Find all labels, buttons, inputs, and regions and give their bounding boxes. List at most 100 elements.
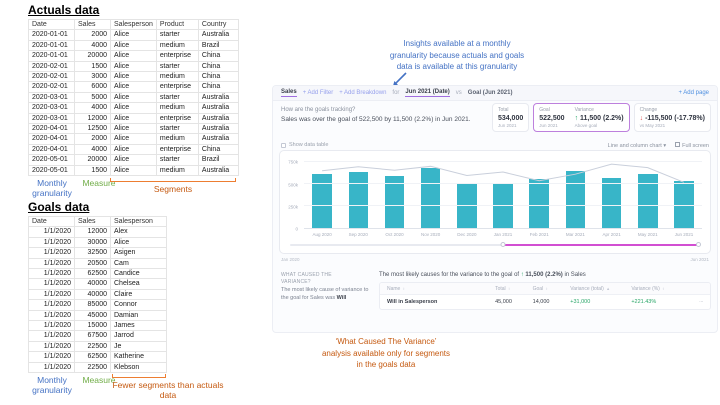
table-cell: Alice [110, 112, 157, 125]
x-axis-label: Sep 2020 [348, 232, 368, 237]
goal-filter[interactable]: Goal (Jun 2021) [467, 90, 513, 96]
full-screen-button[interactable]: Full screen [675, 142, 709, 149]
chart-bar[interactable] [638, 174, 658, 228]
vtable-column-header[interactable]: Variance (total) ▲ [570, 286, 631, 292]
bar-slot [340, 158, 376, 228]
row-menu-button[interactable]: ··· [699, 299, 704, 305]
table-row: 1/1/2020 20500 Cam [28, 257, 167, 270]
table-row[interactable]: Will in Salesperson 45,000 14,000 +31,00… [380, 295, 710, 309]
title-text: in Sales [564, 272, 586, 278]
kpi-label: Goal [539, 107, 550, 113]
bar-slot [304, 158, 340, 228]
table-cell: 62500 [74, 268, 111, 280]
kpi-card-change[interactable]: Change ↓ -115,500 (-17.78%) vs May 2021 [633, 103, 711, 132]
table-cell: 2020-05-01 [28, 164, 75, 177]
caption-text: The most likely cause of variance to the… [281, 287, 369, 301]
table-cell: 1/1/2020 [28, 278, 75, 290]
chart-bar[interactable] [420, 168, 441, 228]
table-cell: China [197, 81, 239, 93]
kpi-value: 534,000 [497, 114, 524, 122]
vtable-header-row: Name ↕ Total ↕ Goal ↕ Variance (total) ▲ Var… [380, 283, 710, 295]
slider-handle-end[interactable] [696, 242, 701, 247]
sort-icon: ▲ [606, 285, 611, 291]
table-cell: 12500 [74, 123, 111, 135]
kpi-card-goal-variance[interactable]: Goal 522,500 Jun 2021 Variance ↑ 11,500 … [533, 103, 630, 132]
chart-bar[interactable] [674, 181, 694, 228]
slider-handle-start[interactable] [500, 242, 506, 247]
actuals-measure-label: Measure [82, 178, 116, 188]
table-cell: enterprise [155, 143, 199, 156]
kpi-value: ↑ 11,500 (2.2%) [575, 115, 624, 122]
chart-bar[interactable] [312, 173, 332, 228]
table-cell: 4000 [74, 102, 111, 114]
table-cell: China [197, 143, 239, 156]
kpi-card-total[interactable]: Total 534,000 Jun 2021 [491, 103, 530, 132]
table-cell: Australia [197, 91, 239, 104]
add-filter-button[interactable]: + Add Filter [302, 90, 334, 96]
table-row: 1/1/2020 30000 Alice [28, 236, 167, 249]
add-breakdown-button[interactable]: + Add Breakdown [339, 90, 387, 96]
add-page-button[interactable]: + Add page [678, 90, 709, 96]
table-cell: 45000 [74, 309, 111, 322]
table-cell: 1/1/2020 [28, 236, 75, 249]
timeline-slider[interactable] [290, 242, 701, 247]
table-cell: 40000 [74, 288, 111, 301]
table-cell: Australia [197, 164, 239, 177]
table-row: 2020-01-01 4000 Alice medium Brazil [28, 39, 239, 52]
chevron-down-icon: ▾ [663, 142, 667, 149]
table-cell: James [110, 320, 167, 332]
table-cell: Alice [110, 39, 157, 52]
title-text: The most likely causes for the variance … [379, 272, 520, 278]
vtable-column-header[interactable]: Name ↕ [387, 286, 495, 292]
table-cell: 1/1/2020 [28, 299, 75, 311]
table-cell: starter [155, 29, 199, 41]
dashboard-header: Sales + Add Filter + Add Breakdown for J… [273, 86, 717, 101]
table-row: 1/1/2020 45000 Damian [28, 309, 167, 322]
vtable-column-header[interactable]: Goal ↕ [533, 286, 571, 292]
period-filter[interactable]: Jun 2021 (Date) [405, 89, 450, 97]
full-screen-label: Full screen [682, 143, 709, 149]
table-cell: 12000 [74, 226, 111, 238]
table-cell: medium [155, 39, 199, 52]
variance-section-caption: The most likely cause of variance to the… [281, 286, 369, 302]
checkbox-icon[interactable] [281, 142, 286, 148]
table-row: 2020-02-01 1500 Alice starter China [28, 60, 239, 73]
chart-bar[interactable] [565, 171, 586, 228]
goal-line-series [304, 158, 702, 228]
table-cell: 1/1/2020 [28, 361, 75, 374]
table-cell: Alice [110, 29, 157, 41]
vtable-column-header[interactable]: Total ↕ [495, 286, 533, 292]
table-cell: 2020-05-01 [28, 154, 75, 166]
x-axis-label: Mar 2021 [565, 232, 585, 237]
slider-selected-range[interactable] [503, 244, 700, 246]
goals-tracking-summary: Sales was over the goal of 522,500 by 11… [281, 116, 471, 123]
table-cell: 40000 [74, 278, 111, 290]
chart-card: 0 250k 500k 750k Aug 2020 Sep 2020 Oct 2020 No… [279, 150, 711, 254]
annotation-line: data is available at this granularity [396, 62, 518, 71]
goals-segments-label: Fewer segments than actuals data [112, 380, 224, 400]
table-cell: 20500 [74, 257, 111, 270]
chart-bar[interactable] [601, 177, 622, 228]
actuals-segments-label: Segments [153, 184, 193, 194]
table-cell: Alice [110, 123, 157, 135]
table-cell: Alice [110, 91, 157, 104]
chart-bar[interactable] [529, 179, 549, 228]
chart-bar[interactable] [348, 172, 369, 228]
table-cell: 67500 [74, 330, 111, 342]
table-cell: Australia [197, 29, 239, 41]
table-row: 2020-02-01 6000 Alice enterprise China [28, 81, 239, 93]
table-cell: Brazil [197, 154, 239, 166]
goals-tracking-question: How are the goals tracking? [281, 107, 356, 113]
table-cell: Connor [110, 299, 167, 311]
chart-bar[interactable] [384, 175, 405, 228]
vtable-column-header[interactable]: Variance (%) ↕ [631, 286, 683, 292]
kpi-value-text: 11,500 (2.2%) [580, 114, 624, 122]
metric-selector[interactable]: Sales [281, 89, 297, 97]
table-cell: 1/1/2020 [28, 330, 75, 342]
column-header: Sales [74, 215, 111, 228]
show-data-table-toggle[interactable]: Show data table [281, 142, 328, 148]
chart-type-selector[interactable]: Line and column chart ▾ [608, 143, 666, 149]
table-cell: Alice [110, 50, 157, 62]
sort-icon: ↕ [545, 285, 548, 291]
table-row: 1/1/2020 12000 Alex [28, 226, 167, 238]
